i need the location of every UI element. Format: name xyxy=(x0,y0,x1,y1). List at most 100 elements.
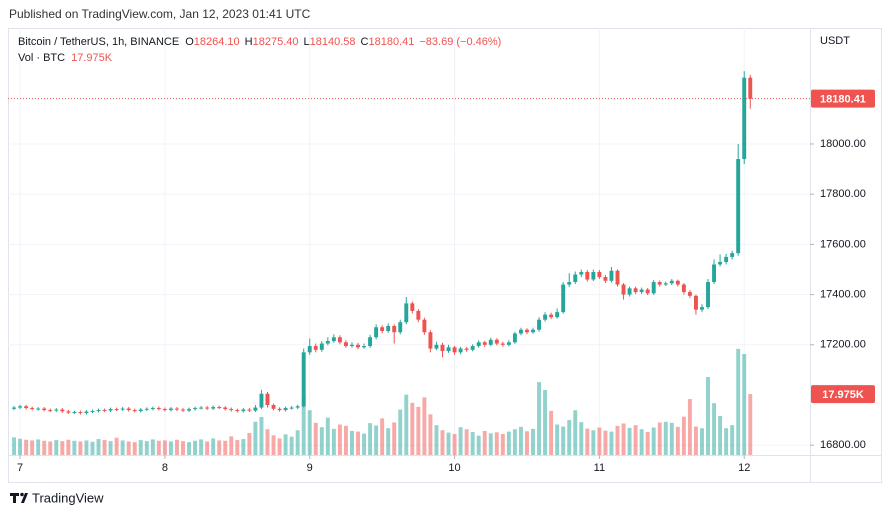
x-tick-label: 9 xyxy=(307,462,313,474)
candle-body xyxy=(325,341,330,344)
volume-bar xyxy=(289,436,294,455)
legend-symbol: Bitcoin / TetherUS, 1h, BINANCE xyxy=(18,36,179,48)
candle-body xyxy=(494,339,499,344)
volume-bar xyxy=(337,424,342,455)
volume-bar xyxy=(331,428,336,455)
volume-bar xyxy=(205,441,210,455)
candle-body xyxy=(597,271,602,278)
candle-body xyxy=(368,337,373,347)
candle-body xyxy=(482,342,487,345)
x-tick-label: 10 xyxy=(448,462,460,474)
candle-body xyxy=(639,289,644,293)
candle-body xyxy=(392,325,397,333)
candle-body xyxy=(476,342,481,347)
volume-bar xyxy=(518,426,523,455)
candle-body xyxy=(307,346,312,353)
currency-label: USDT xyxy=(820,35,850,47)
volume-bar xyxy=(687,399,692,455)
candle-body xyxy=(627,288,632,295)
candle-body xyxy=(235,410,240,412)
volume-bar xyxy=(36,439,41,455)
candle-body xyxy=(398,322,403,333)
candle-body xyxy=(422,319,427,333)
candle-body xyxy=(181,409,185,411)
candle-body xyxy=(132,410,137,412)
candle-body xyxy=(271,405,276,409)
volume-bar xyxy=(742,353,747,455)
volume-bar xyxy=(90,441,95,455)
candle-body xyxy=(30,408,35,410)
candle-body xyxy=(42,408,47,411)
volume-bar xyxy=(621,423,626,455)
volume-bar xyxy=(573,410,578,455)
volume-bar xyxy=(724,428,729,455)
x-tick-label: 7 xyxy=(17,462,23,474)
candle-body xyxy=(229,409,234,411)
volume-bar xyxy=(446,432,451,455)
volume-bar xyxy=(627,427,632,455)
candle-layer xyxy=(12,71,753,415)
volume-bar xyxy=(211,438,216,455)
volume-bar xyxy=(18,438,23,455)
candle-body xyxy=(337,337,342,343)
candle-body xyxy=(651,282,656,294)
candle-body xyxy=(319,343,324,350)
candle-body xyxy=(518,329,523,334)
x-tick-label: 12 xyxy=(738,462,750,474)
candle-body xyxy=(470,346,475,350)
candle-body xyxy=(428,332,433,349)
volume-bar xyxy=(96,439,101,455)
legend: Bitcoin / TetherUS, 1h, BINANCE O18264.10… xyxy=(18,36,501,48)
candle-body xyxy=(512,333,517,343)
legend-value: 18180.41 xyxy=(368,36,414,48)
candle-body xyxy=(706,282,710,308)
candle-body xyxy=(253,407,258,411)
candle-body xyxy=(579,271,584,275)
candle-body xyxy=(289,407,294,409)
legend-key: H xyxy=(245,36,253,48)
volume-layer xyxy=(12,348,753,455)
volume-tag xyxy=(811,385,875,404)
volume-bar xyxy=(639,429,644,455)
candle-body xyxy=(162,409,167,411)
volume-bar xyxy=(470,431,475,455)
volume-bar xyxy=(476,435,481,455)
candle-body xyxy=(525,329,529,333)
volume-bar xyxy=(229,436,234,455)
candle-body xyxy=(440,344,445,352)
candle-body xyxy=(464,348,469,350)
volume-bar xyxy=(706,377,710,455)
y-tick-label: 17200.00 xyxy=(820,339,866,351)
candle-body xyxy=(675,280,680,285)
volume-bar xyxy=(102,440,107,455)
volume-bar xyxy=(506,431,511,455)
published-header: Published on TradingView.com, Jan 12, 20… xyxy=(9,7,311,21)
footer-brand: TradingView xyxy=(32,490,104,505)
candle-body xyxy=(247,409,252,411)
volume-bar xyxy=(72,440,77,455)
x-tick-label: 8 xyxy=(162,462,168,474)
candle-body xyxy=(301,352,306,407)
volume-bar xyxy=(223,440,228,455)
volume-bar xyxy=(543,389,548,455)
last-price-tag xyxy=(811,89,875,108)
y-tick-label: 17600.00 xyxy=(820,238,866,250)
candle-body xyxy=(60,409,65,412)
volume-bar xyxy=(277,438,282,455)
volume-bar xyxy=(416,406,421,455)
candle-body xyxy=(416,310,421,320)
volume-bar xyxy=(307,410,312,455)
candle-body xyxy=(500,343,505,345)
volume-bar xyxy=(144,441,149,455)
legend-key: O xyxy=(185,36,194,48)
volume-legend: Vol · BTC 17.975K xyxy=(18,52,113,64)
candle-body xyxy=(736,159,741,254)
candle-body xyxy=(277,408,282,411)
volume-bar xyxy=(579,422,584,455)
volume-bar xyxy=(567,420,572,455)
candle-body xyxy=(96,410,101,412)
volume-bar xyxy=(301,395,306,455)
volume-bar xyxy=(162,440,167,455)
volume-bar xyxy=(458,427,463,455)
candle-body xyxy=(156,408,161,410)
